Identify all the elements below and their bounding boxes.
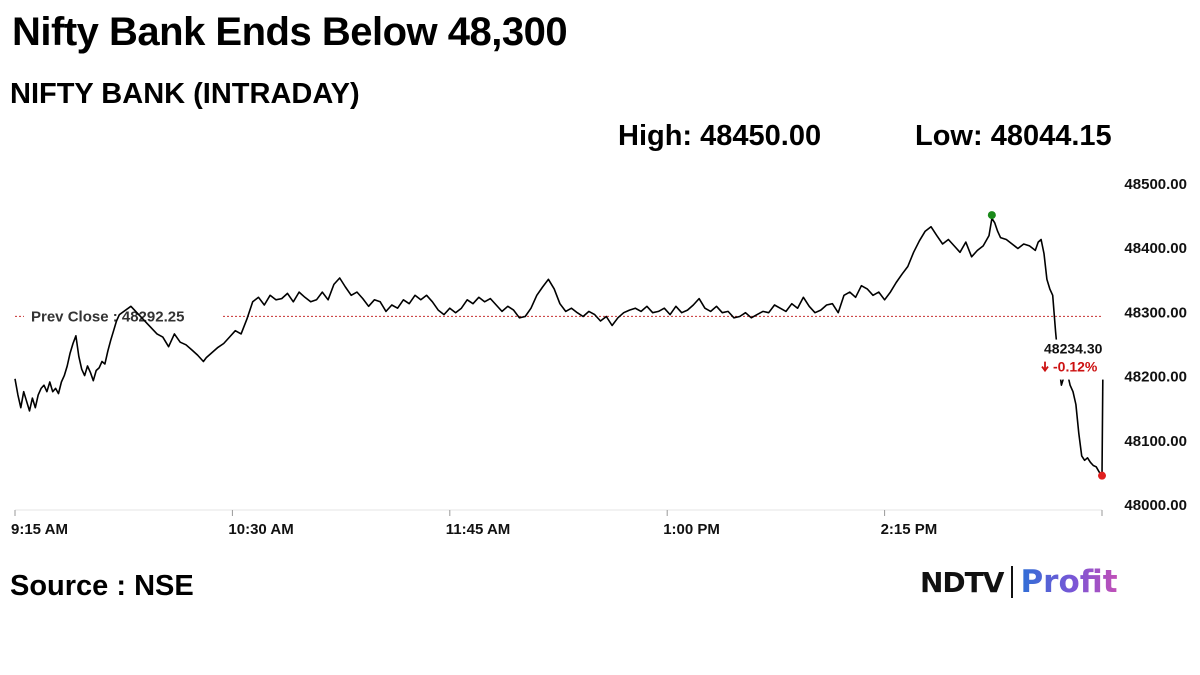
y-tick-label: 48100.00 xyxy=(1124,433,1187,450)
x-tick-label: 11:45 AM xyxy=(446,521,510,538)
ndtv-profit-logo: NDTV Profit xyxy=(920,562,1118,602)
high-value: High: 48450.00 xyxy=(618,120,822,152)
x-tick-label: 1:00 PM xyxy=(663,521,720,538)
source-note: Source : NSE xyxy=(10,570,194,602)
prev-close-label-bg xyxy=(24,305,222,326)
y-tick-label: 48000.00 xyxy=(1124,497,1187,514)
high-marker xyxy=(987,211,996,220)
price-line xyxy=(14,217,1105,477)
x-tick-label: 2:15 PM xyxy=(881,521,938,538)
logo-profit: Profit xyxy=(1020,564,1118,600)
chart-subtitle: NIFTY BANK (INTRADAY) xyxy=(10,78,360,110)
logo-divider xyxy=(1011,566,1014,598)
intraday-chart: 9:15 AM 10:30 AM 11:45 AM 1:00 PM 2:15 PM 485… xyxy=(11,176,1187,538)
down-arrow-icon xyxy=(1041,361,1049,373)
last-callout-bg xyxy=(1040,339,1112,380)
logo-ndtv: NDTV xyxy=(920,565,1004,599)
y-tick-label: 48200.00 xyxy=(1124,369,1187,386)
y-tick-label: 48500.00 xyxy=(1124,176,1187,193)
headline: Nifty Bank Ends Below 48,300 xyxy=(12,10,568,54)
y-tick-label: 48300.00 xyxy=(1124,304,1187,321)
last-change-label: -0.12% xyxy=(1053,359,1098,375)
low-marker xyxy=(1098,471,1106,480)
prev-close-label: Prev Close : 48292.25 xyxy=(31,308,184,325)
low-value: Low: 48044.15 xyxy=(915,120,1112,152)
x-tick-label: 10:30 AM xyxy=(228,521,293,538)
y-tick-label: 48400.00 xyxy=(1124,240,1187,257)
last-value-label: 48234.30 xyxy=(1044,341,1103,357)
x-tick-label: 9:15 AM xyxy=(11,521,68,538)
